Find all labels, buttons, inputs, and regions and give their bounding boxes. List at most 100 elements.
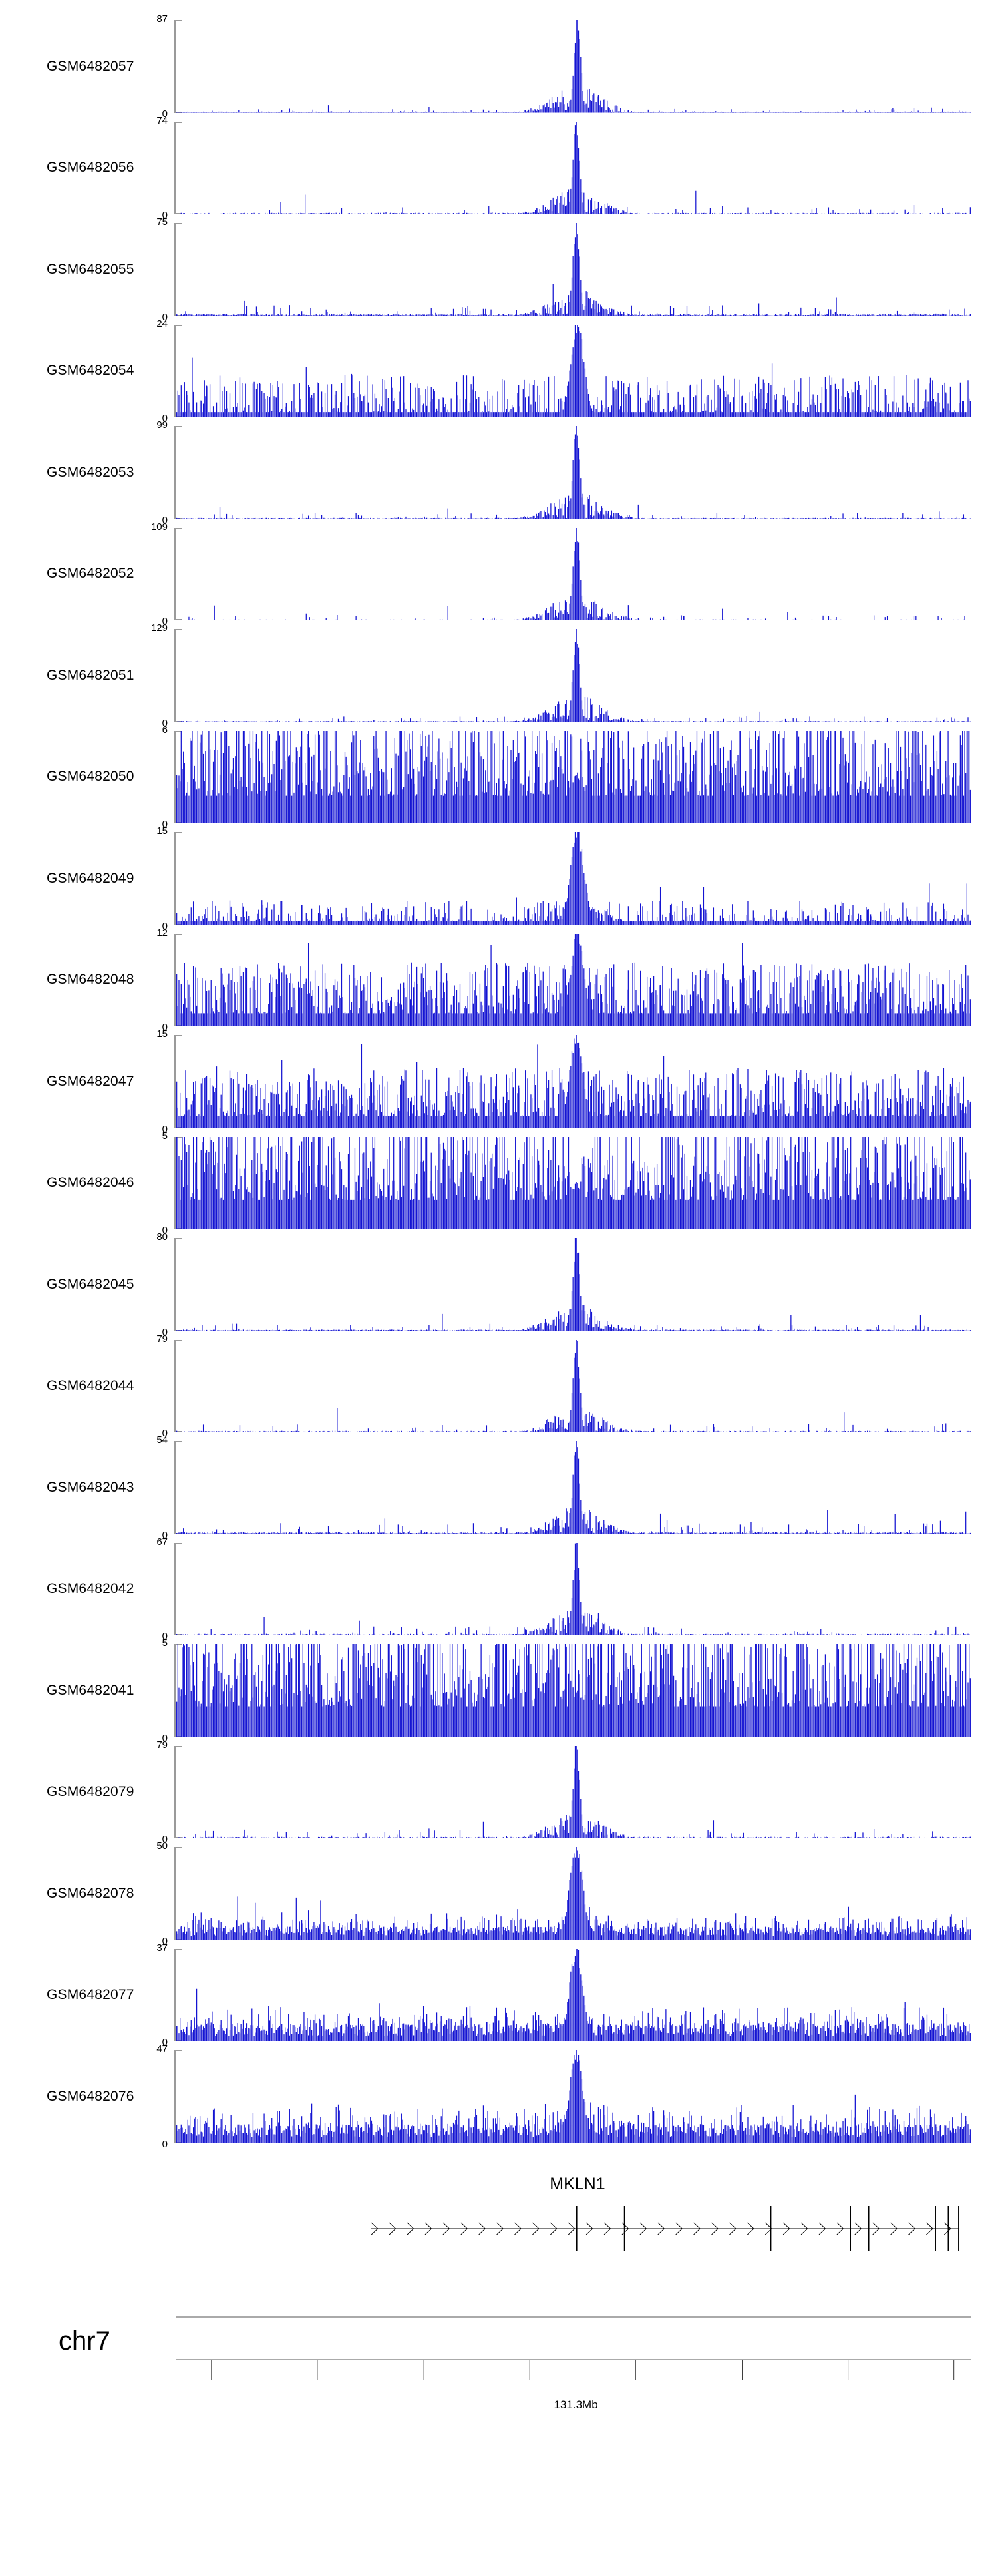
coverage-signal-plot [176,426,971,519]
coverage-track: GSM6482077 37 0 [0,1942,998,2048]
y-axis-max-label: 5 [162,1637,168,1649]
coverage-track: GSM6482076 47 0 [0,2043,998,2150]
track-sample-label: GSM6482053 [47,464,134,480]
y-axis-tick-max [174,933,182,935]
coverage-signal-plot [176,1238,971,1331]
y-axis-min-label: 0 [162,1225,168,1236]
y-axis-min-label: 0 [162,514,168,526]
track-y-axis [174,832,176,925]
y-axis-tick-max [174,1948,182,1950]
y-axis-tick-max [174,20,182,21]
y-axis-max-label: 24 [156,318,168,329]
y-axis-max-label: 109 [150,521,168,533]
track-sample-label: GSM6482057 [47,58,134,74]
y-axis-max-label: 50 [156,1840,168,1852]
y-axis-tick-max [174,121,182,123]
coverage-track: GSM6482048 12 0 [0,927,998,1033]
coverage-track: GSM6482042 67 0 [0,1536,998,1642]
coverage-signal-plot [176,20,971,113]
coverage-signal-plot [176,1137,971,1230]
y-axis-min-label: 0 [162,1326,168,1338]
track-sample-label: GSM6482042 [47,1581,134,1597]
track-sample-label: GSM6482044 [47,1378,134,1394]
y-axis-tick-max [174,1542,182,1544]
coverage-signal-plot [176,223,971,316]
chromosome-axis-track: chr7 131.3Mb [0,2298,998,2458]
y-axis-tick-max [174,1441,182,1442]
coverage-track: GSM6482043 54 0 [0,1434,998,1541]
y-axis-max-label: 47 [156,2043,168,2055]
y-axis-min-label: 0 [162,311,168,323]
y-axis-max-label: 79 [156,1333,168,1345]
track-y-axis [174,1339,176,1432]
gene-annotation-track: MKLN1 [0,2165,998,2318]
y-axis-tick-max [174,1847,182,1848]
track-sample-label: GSM6482043 [47,1479,134,1495]
track-y-axis [174,1847,176,1940]
y-axis-min-label: 0 [162,1529,168,1541]
coverage-track: GSM6482044 79 0 [0,1333,998,1439]
track-sample-label: GSM6482049 [47,870,134,886]
track-y-axis [174,1136,176,1229]
coverage-signal-plot [176,1035,971,1128]
y-axis-tick-max [174,426,182,427]
track-y-axis [174,20,176,113]
y-axis-min-label: 0 [162,1834,168,1845]
coverage-track: GSM6482046 5 0 [0,1130,998,1236]
coverage-track: GSM6482041 5 0 [0,1637,998,1744]
y-axis-min-label: 0 [162,1022,168,1033]
y-axis-tick-min [174,1532,182,1534]
coverage-signal-plot [176,1949,971,2042]
track-sample-label: GSM6482076 [47,2088,134,2104]
y-axis-min-label: 0 [162,1428,168,1439]
y-axis-max-label: 87 [156,13,168,25]
y-axis-min-label: 0 [162,819,168,830]
coverage-track: GSM6482057 87 0 [0,13,998,120]
coverage-signal-plot [176,1543,971,1636]
y-axis-min-label: 0 [162,108,168,120]
y-axis-tick-max [174,1745,182,1747]
y-axis-max-label: 5 [162,1130,168,1142]
y-axis-min-label: 0 [162,1732,168,1744]
coverage-signal-plot [176,528,971,621]
coverage-signal-plot [176,832,971,925]
coverage-signal-plot [176,1847,971,1940]
coverage-signal-plot [176,1644,971,1737]
coverage-track: GSM6482055 75 0 [0,216,998,323]
coverage-track: GSM6482056 74 0 [0,115,998,221]
track-sample-label: GSM6482077 [47,1987,134,2003]
y-axis-max-label: 15 [156,825,168,837]
chromosome-ruler [176,2298,971,2412]
y-axis-min-label: 0 [162,2138,168,2150]
y-axis-min-label: 0 [162,717,168,729]
y-axis-tick-min [174,1634,182,1635]
coverage-track: GSM6482051 129 0 [0,622,998,729]
y-axis-max-label: 37 [156,1942,168,1954]
y-axis-min-label: 0 [162,210,168,221]
gene-model-glyph [176,2202,971,2255]
track-sample-label: GSM6482056 [47,160,134,176]
coverage-tracks-container: GSM6482057 87 0 GSM6482056 74 0 GSM6482055 75 0 G… [0,13,998,2150]
coverage-signal-plot [176,325,971,418]
y-axis-min-label: 0 [162,1631,168,1642]
track-sample-label: GSM6482078 [47,1885,134,1901]
coverage-track: GSM6482050 6 0 [0,724,998,830]
y-axis-min-label: 0 [162,920,168,932]
coverage-signal-plot [176,1746,971,1839]
y-axis-min-label: 0 [162,1935,168,1947]
y-axis-max-label: 75 [156,216,168,228]
y-axis-tick-max [174,1339,182,1341]
coverage-track: GSM6482047 15 0 [0,1028,998,1135]
y-axis-tick-max [174,324,182,326]
track-y-axis [174,1035,176,1128]
y-axis-min-label: 0 [162,616,168,627]
coverage-track: GSM6482053 99 0 [0,419,998,526]
y-axis-tick-max [174,1238,182,1239]
track-sample-label: GSM6482079 [47,1784,134,1800]
coverage-track: GSM6482045 80 0 [0,1231,998,1338]
track-sample-label: GSM6482051 [47,667,134,683]
track-sample-label: GSM6482047 [47,1073,134,1089]
coverage-track: GSM6482079 79 0 [0,1739,998,1845]
track-y-axis [174,426,176,519]
